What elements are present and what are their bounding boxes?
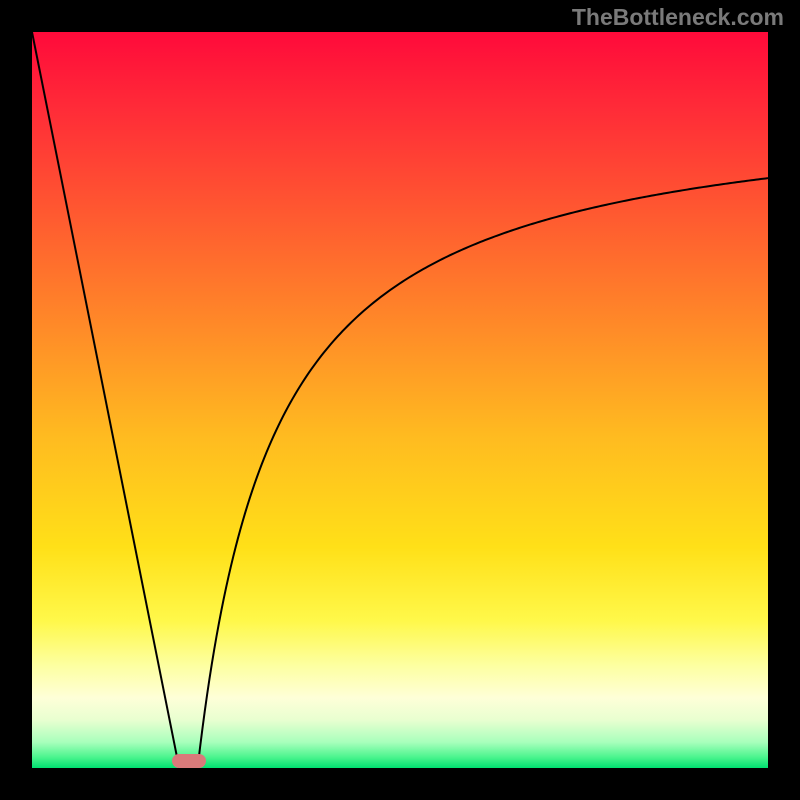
watermark-text: TheBottleneck.com xyxy=(572,4,784,31)
chart-curves xyxy=(32,32,768,768)
plot-area xyxy=(32,32,768,768)
minimum-marker xyxy=(172,754,206,768)
canvas: TheBottleneck.com xyxy=(0,0,800,800)
